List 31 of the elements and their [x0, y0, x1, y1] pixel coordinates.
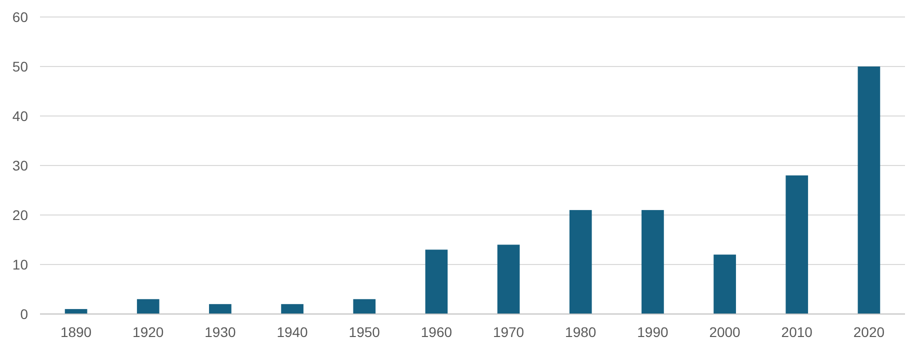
x-tick-label: 1970	[492, 324, 524, 340]
y-tick-label: 0	[20, 306, 28, 322]
bar	[642, 210, 664, 314]
bar	[497, 244, 520, 314]
x-tick-label: 1990	[637, 324, 668, 340]
bar	[136, 299, 160, 314]
y-tick-label: 60	[12, 8, 28, 25]
bar	[425, 250, 448, 314]
y-tick-label: 20	[12, 206, 28, 223]
y-tick-label: 50	[12, 58, 28, 74]
x-tick-label: 2020	[853, 324, 885, 340]
x-tick-label: 1950	[348, 324, 380, 340]
x-tick-label: 1940	[276, 324, 308, 340]
x-tick-label: 1930	[204, 324, 236, 340]
bar	[786, 175, 808, 314]
x-tick-label: 2010	[781, 324, 813, 340]
y-tick-label: 10	[12, 256, 28, 272]
bar	[353, 299, 376, 314]
x-tick-label: 2000	[709, 324, 741, 340]
y-tick-label: 30	[12, 157, 28, 174]
x-tick-label: 1920	[132, 324, 164, 340]
bar	[281, 304, 304, 314]
bar	[64, 309, 88, 314]
x-tick-label: 1890	[60, 324, 92, 340]
bar	[569, 210, 592, 314]
bar	[209, 304, 232, 314]
bar	[858, 66, 880, 314]
x-tick-label: 1980	[565, 324, 596, 340]
bar	[714, 254, 736, 314]
y-tick-label: 40	[12, 108, 28, 124]
x-tick-label: 1960	[420, 324, 452, 340]
